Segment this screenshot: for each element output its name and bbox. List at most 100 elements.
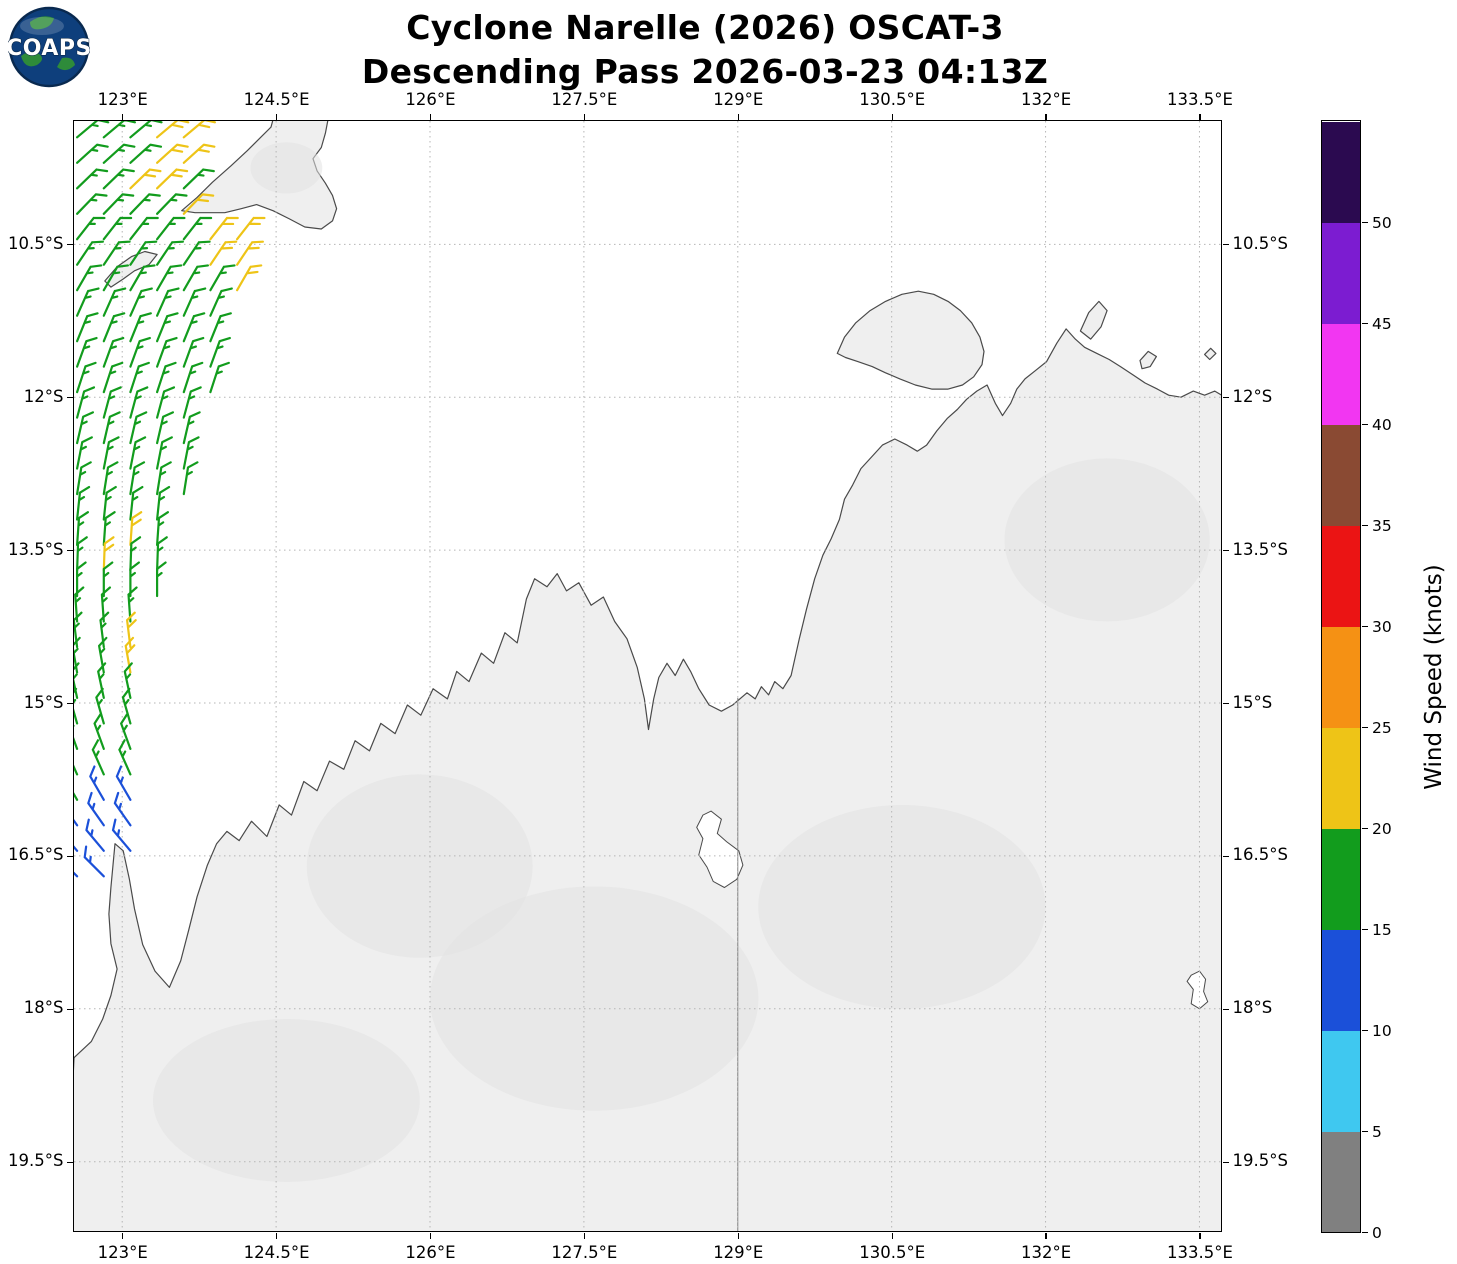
wind-barb <box>83 845 105 878</box>
wind-barb <box>102 193 135 215</box>
wind-barb <box>102 264 130 292</box>
wind-barbs <box>74 121 266 878</box>
figure-title: Cyclone Narelle (2026) OSCAT-3 Descendin… <box>0 6 1410 93</box>
wind-barb <box>182 436 200 470</box>
wind-barb <box>236 240 264 266</box>
terrain-shading <box>306 774 533 958</box>
y-tick-label-right: 19.5°S <box>1232 1151 1288 1171</box>
wind-barb <box>89 765 105 801</box>
coaps-logo-text: COAPS <box>8 36 90 61</box>
y-tick-label-right: 12°S <box>1232 386 1273 406</box>
colorbar-tick-mark <box>1361 726 1368 729</box>
y-tick-label-left: 19.5°S <box>8 1151 64 1171</box>
coastline-goulburn-islands <box>1139 350 1157 370</box>
colorbar-tick-mark <box>1361 1231 1368 1234</box>
wind-barb <box>182 240 211 266</box>
x-tick-mark <box>583 114 585 120</box>
colorbar-tick-label: 15 <box>1372 920 1392 939</box>
wind-barb <box>182 121 217 139</box>
wind-barb <box>102 143 136 164</box>
wind-barb <box>182 336 205 368</box>
wind-barb <box>155 143 189 164</box>
wind-barb <box>74 662 80 700</box>
wind-barb <box>93 713 105 751</box>
wind-barb <box>182 216 213 241</box>
wind-barb <box>182 312 206 343</box>
wind-barb <box>155 411 175 445</box>
terrain-shading <box>153 1019 420 1182</box>
wind-barb <box>182 386 202 419</box>
wind-barb <box>102 436 120 470</box>
wind-barb <box>209 312 232 343</box>
wind-barb <box>182 264 210 292</box>
wind-barb <box>75 386 96 419</box>
wind-barb <box>209 336 231 368</box>
colorbar-segment <box>1322 424 1360 526</box>
wind-barb <box>74 713 79 751</box>
colorbar-segment <box>1322 121 1360 223</box>
colorbar-tick-label: 50 <box>1372 213 1392 232</box>
wind-barb <box>129 336 151 368</box>
colorbar-tick-label: 25 <box>1372 718 1392 737</box>
colorbar-tick-mark <box>1361 625 1368 628</box>
coaps-logo: COAPS <box>6 6 92 88</box>
wind-barb <box>74 765 79 801</box>
wind-barb <box>87 791 105 827</box>
wind-barb <box>155 536 168 572</box>
wind-barb <box>102 168 135 190</box>
wind-barb <box>102 386 122 419</box>
wind-barb <box>102 361 124 394</box>
y-tick-mark <box>67 702 73 705</box>
wind-barb <box>120 713 132 751</box>
wind-barb <box>91 739 105 776</box>
wind-barb <box>102 461 119 496</box>
x-tick-label-bottom: 126°E <box>405 1242 456 1262</box>
wind-barb <box>129 536 142 572</box>
x-tick-label-top: 130.5°E <box>859 89 926 109</box>
wind-barb <box>155 561 167 598</box>
wind-barb <box>74 845 79 878</box>
coastline-croker-island <box>1079 300 1108 340</box>
wind-barb <box>102 121 137 139</box>
wind-barb <box>209 216 239 241</box>
wind-barb <box>75 436 93 470</box>
wind-barb <box>75 193 108 215</box>
wind-barb <box>155 168 189 190</box>
wind-barb <box>155 361 177 394</box>
wind-barb <box>209 287 233 317</box>
x-tick-label-bottom: 130.5°E <box>859 1242 926 1262</box>
wind-barb <box>75 216 106 241</box>
colorbar-tick-mark <box>1361 221 1368 224</box>
wind-barb <box>102 411 121 445</box>
colorbar-tick-mark <box>1361 1130 1368 1133</box>
wind-barb <box>209 240 238 266</box>
wind-barb <box>129 386 149 419</box>
coastline-small-isle-east <box>1204 347 1217 361</box>
wind-barb <box>182 193 215 215</box>
x-tick-label-bottom: 124.5°E <box>243 1242 310 1262</box>
terrain-shading <box>758 805 1046 1009</box>
colorbar-tick-label: 5 <box>1372 1122 1382 1141</box>
wind-barb <box>75 240 104 266</box>
colorbar-segment <box>1322 525 1360 627</box>
wind-barb <box>129 436 147 470</box>
x-tick-mark <box>737 1233 739 1239</box>
wind-barb <box>98 636 108 674</box>
x-tick-mark <box>429 1233 432 1239</box>
y-tick-mark <box>1223 397 1229 399</box>
wind-barb <box>124 636 136 674</box>
wind-barb <box>74 791 79 827</box>
globe-continent <box>30 16 54 30</box>
wind-barb <box>155 121 190 139</box>
x-tick-label-bottom: 123°E <box>97 1242 148 1262</box>
y-tick-mark <box>1223 244 1229 246</box>
wind-barb <box>129 168 162 190</box>
y-tick-label-right: 16.5°S <box>1232 845 1288 865</box>
x-tick-label-top: 123°E <box>97 89 148 109</box>
wind-barb <box>182 143 216 164</box>
wind-barb <box>129 287 153 317</box>
colorbar-tick-label: 35 <box>1372 516 1392 535</box>
colorbar-segment <box>1322 727 1360 829</box>
x-tick-mark <box>891 1233 893 1239</box>
colorbar-segment <box>1322 626 1360 728</box>
